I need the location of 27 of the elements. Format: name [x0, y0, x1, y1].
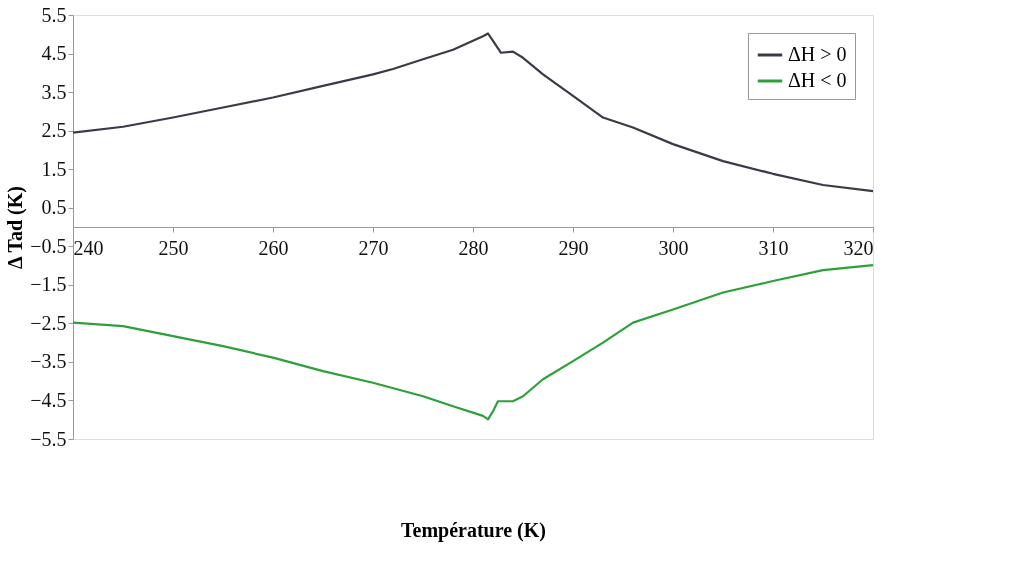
x-tick-label: 320 — [843, 236, 874, 259]
x-tick-label: 240 — [73, 236, 104, 259]
legend-label: ΔH < 0 — [788, 69, 847, 91]
y-tick-label: −1.5 — [30, 273, 67, 296]
y-tick-label: −0.5 — [30, 234, 67, 257]
y-tick-label: −5.5 — [30, 427, 67, 450]
y-tick-label: 2.5 — [41, 119, 67, 142]
x-tick-label: 270 — [358, 236, 389, 259]
line-series — [71, 32, 875, 193]
x-tick-label: 250 — [158, 236, 189, 259]
line-series — [71, 264, 875, 421]
y-tick-label: 4.5 — [41, 42, 67, 65]
y-tick-label: −4.5 — [30, 388, 67, 411]
x-tick-label: 290 — [558, 236, 589, 259]
x-axis-title: Température (K) — [401, 518, 546, 542]
y-tick-label: −3.5 — [30, 350, 67, 373]
y-tick-label: 5.5 — [41, 3, 67, 26]
y-tick-label: 0.5 — [41, 196, 67, 219]
x-tick-label: 260 — [258, 236, 289, 259]
x-tick-label: 280 — [458, 236, 489, 259]
y-tick-label: −2.5 — [30, 311, 67, 334]
x-tick-label: 310 — [758, 236, 789, 259]
legend-label: ΔH > 0 — [788, 43, 847, 65]
y-tick-label: 3.5 — [41, 80, 67, 103]
y-tick-label: 1.5 — [41, 157, 67, 180]
x-tick-label: 300 — [658, 236, 689, 259]
y-axis-title: Δ Tad (K) — [4, 186, 28, 269]
